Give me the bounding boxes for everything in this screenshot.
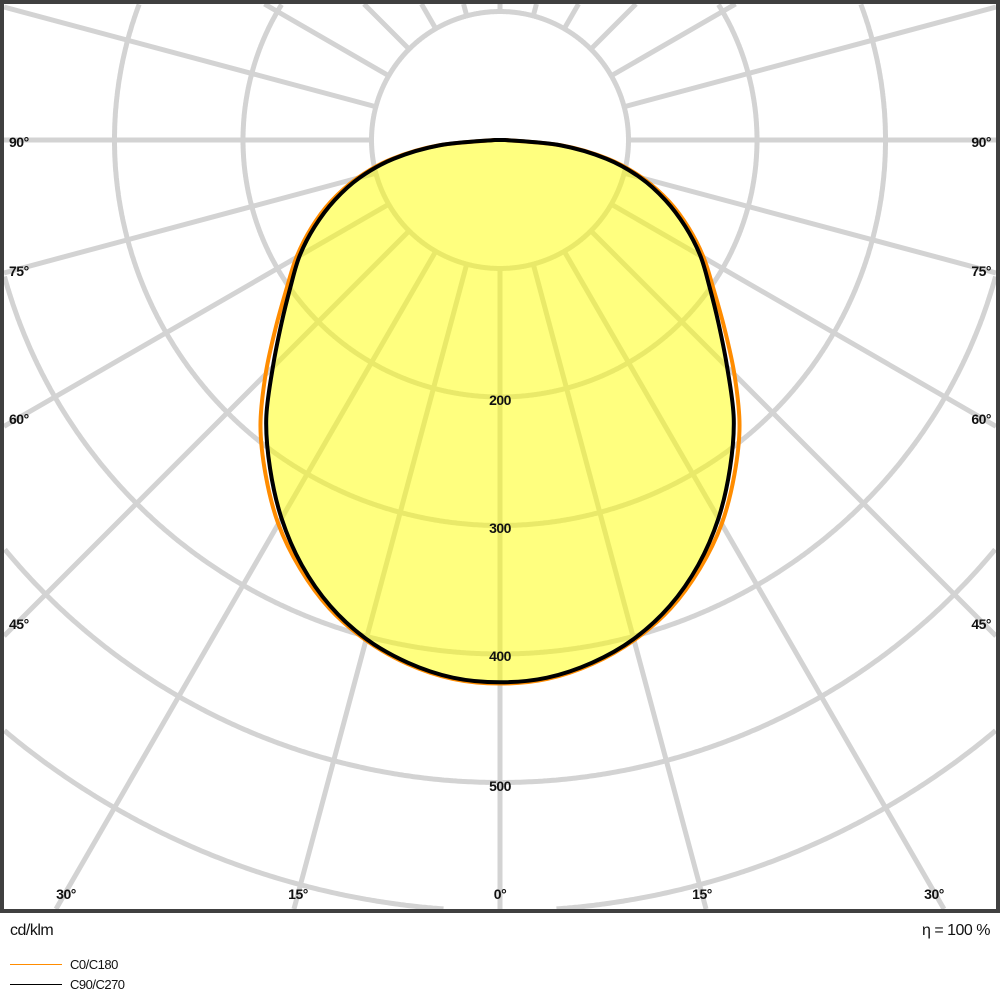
angle-label-left: 90° xyxy=(9,134,29,150)
legend-label-c0: C0/C180 xyxy=(70,957,118,972)
angle-label-left: 45° xyxy=(9,616,29,632)
grid-spoke xyxy=(4,4,378,110)
angle-label-right: 90° xyxy=(971,134,991,150)
efficiency-label: η = 100 % xyxy=(922,922,991,939)
grid-spoke xyxy=(4,170,378,276)
radial-tick-label: 300 xyxy=(489,520,511,536)
angle-label-left: 60° xyxy=(9,411,29,427)
grid-spoke xyxy=(588,4,638,52)
curves xyxy=(258,138,742,686)
grid-ring xyxy=(556,728,996,909)
unit-label: cd/klm xyxy=(10,922,54,939)
angle-label-bottom: 15° xyxy=(692,886,712,902)
polar-diagram xyxy=(0,0,1000,913)
angle-label-right: 60° xyxy=(971,411,991,427)
grid-spoke xyxy=(609,4,737,79)
grid-ring xyxy=(4,547,500,785)
angle-label-right: 75° xyxy=(971,263,991,279)
angle-label-right: 45° xyxy=(971,616,991,632)
plot-frame xyxy=(0,0,1000,913)
radial-tick-label: 500 xyxy=(489,778,511,794)
grid-spoke xyxy=(263,4,391,79)
radial-tick-label: 400 xyxy=(489,648,511,664)
angle-label-bottom: 0° xyxy=(493,886,507,902)
angle-label-bottom: 30° xyxy=(924,886,944,902)
grid-spoke xyxy=(419,4,439,31)
grid-spoke xyxy=(622,170,996,276)
radial-tick-label: 200 xyxy=(489,392,511,408)
grid-ring xyxy=(4,728,444,909)
angle-label-bottom: 15° xyxy=(288,886,308,902)
grid-spoke xyxy=(362,4,412,52)
series-c90-c270 xyxy=(264,138,736,685)
angle-label-bottom: 30° xyxy=(56,886,76,902)
legend-label-c90: C90/C270 xyxy=(70,977,125,992)
grid-spoke xyxy=(561,4,581,31)
legend-swatch-c90 xyxy=(10,984,62,985)
grid-ring xyxy=(500,547,996,785)
intensity-fill xyxy=(266,140,734,683)
legend-swatch-c0 xyxy=(10,964,62,965)
grid-spoke xyxy=(622,4,996,110)
angle-label-left: 75° xyxy=(9,263,29,279)
